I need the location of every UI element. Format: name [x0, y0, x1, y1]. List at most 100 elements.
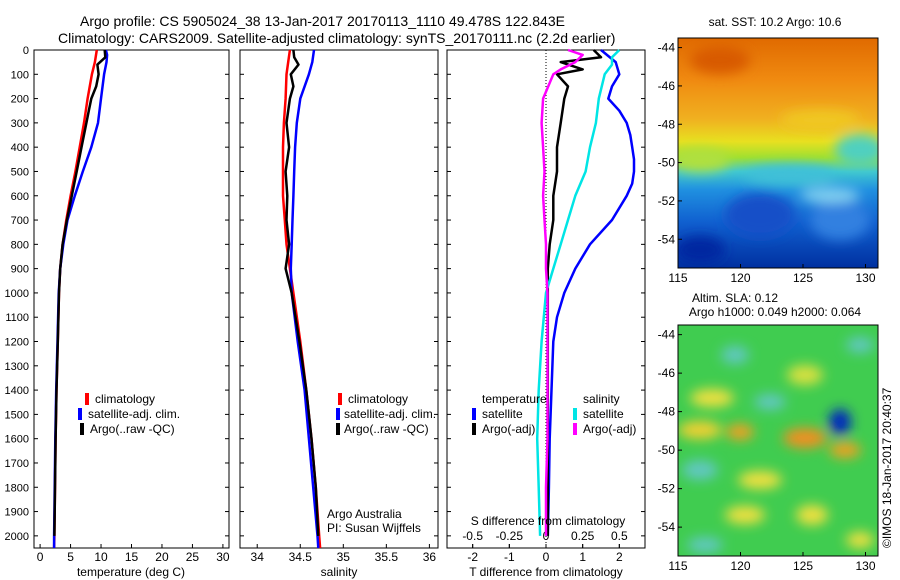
legend-title-temperature: temperature [482, 392, 547, 406]
legend-swatch-satellite-adj [78, 408, 82, 420]
depth-tick-label: 1500 [5, 409, 29, 421]
depth-tick-label: 700 [11, 215, 29, 227]
sla-map-frame [677, 324, 879, 557]
series-line-temperature-argo-adj- [546, 49, 603, 536]
legend-label-argo: Argo(..raw -QC) [90, 422, 175, 436]
x-tick-label: 36 [423, 550, 437, 564]
map-y-tick-label: -50 [658, 443, 676, 457]
x-tick-label: 34.5 [289, 550, 313, 564]
sst-map-frame [677, 37, 879, 269]
series-line-climatology [52, 49, 99, 549]
sst-map-title: sat. SST: 10.2 Argo: 10.6 [709, 15, 842, 29]
legend-swatch-climatology-2 [338, 393, 342, 405]
difference-series [535, 48, 636, 548]
sla-map-title-1: Altim. SLA: 0.12 [692, 291, 778, 305]
title-line-2: Climatology: CARS2009. Satellite-adjuste… [58, 30, 615, 46]
sst-map: sat. SST: 10.2 Argo: 10.6 115 120 125 130 -4… [658, 15, 879, 285]
temperature-series [52, 49, 109, 549]
temperature-x-label: temperature (deg C) [77, 565, 185, 579]
legend-swatch-argo [80, 423, 84, 435]
map-x-tick-label: 120 [730, 271, 750, 285]
legend-title-salinity: salinity [583, 392, 620, 406]
map-x-tick-label: 125 [793, 271, 813, 285]
legend-label-satellite-adj-2: satellite-adj. clim. [344, 407, 436, 421]
temperature-panel: 0100200300400500600700800900100011001200… [5, 45, 645, 579]
legend-label-argo-2: Argo(..raw -QC) [344, 422, 429, 436]
map-x-tick-label: 130 [855, 271, 875, 285]
depth-tick-label: 900 [11, 264, 29, 276]
x-tick-label: 30 [216, 550, 230, 564]
depth-tick-label: 1100 [5, 312, 29, 324]
sla-map-title-2: Argo h1000: 0.049 h2000: 0.064 [689, 305, 861, 319]
map-y-tick-label: -48 [658, 117, 676, 131]
x-tick-label: 5 [67, 550, 74, 564]
map-x-tick-label: 115 [668, 271, 687, 285]
legend-label-climatology-2: climatology [348, 392, 408, 406]
argo-australia-label: Argo Australia [327, 507, 402, 521]
series-line-salinity-satellite [535, 49, 621, 536]
map-y-tick-label: -52 [658, 482, 676, 496]
depth-tick-label: 1000 [5, 288, 29, 300]
x-tick-label: 1 [579, 550, 586, 564]
depth-tick-label: 1700 [5, 458, 29, 470]
temperature-axes [33, 49, 230, 549]
legend-label-satellite-adj: satellite-adj. clim. [88, 407, 180, 421]
x-tick-label: 35 [337, 550, 351, 564]
difference-x-label: T difference from climatology [469, 565, 623, 579]
sst-field [678, 38, 878, 268]
depth-tick-label: 800 [11, 239, 29, 251]
depth-tick-label: 100 [11, 69, 29, 81]
legend-swatch-t-argo [472, 423, 476, 435]
depth-tick-label: 600 [11, 191, 29, 203]
top-x-tick-label: 0.5 [611, 529, 628, 543]
top-x-tick-label: -0.25 [496, 529, 524, 543]
map-x-tick-label: 130 [855, 559, 875, 573]
map-y-tick-label: -46 [658, 366, 676, 380]
legend-swatch-argo-2 [336, 423, 340, 435]
top-x-tick-label: 0.25 [571, 529, 595, 543]
map-y-tick-label: -44 [658, 328, 676, 342]
salinity-x-axis: 34 34.5 35 35.5 36 [251, 544, 437, 564]
series-line-temperature-satellite [546, 49, 636, 536]
map-y-tick-label: -52 [658, 194, 676, 208]
depth-tick-label: 1200 [5, 337, 29, 349]
salinity-x-label: salinity [321, 565, 358, 579]
legend-swatch-s-satellite [573, 408, 577, 420]
x-tick-label: -1 [504, 550, 515, 564]
depth-tick-label: 400 [11, 142, 29, 154]
series-line-salinity-argo-adj- [540, 48, 584, 536]
series-line-satellite-adj-clim- [289, 49, 320, 549]
map-y-tick-label: -48 [658, 405, 676, 419]
series-line-satellite-adj-clim- [52, 49, 109, 548]
legend-swatch-s-argo [573, 423, 577, 435]
legend-label-s-satellite: satellite [583, 407, 624, 421]
sst-map-axes: 115 120 125 130 -44 -46 -48 -50 -52 -54 [658, 41, 876, 285]
x-tick-label: 10 [94, 550, 108, 564]
map-y-tick-label: -54 [658, 232, 676, 246]
x-tick-label: 25 [186, 550, 200, 564]
title-line-1: Argo profile: CS 5905024_38 13-Jan-2017 … [80, 13, 565, 29]
map-x-tick-label: 120 [730, 559, 750, 573]
series-line-argo-raw-qc- [284, 49, 320, 536]
x-tick-label: 0 [543, 550, 550, 564]
x-tick-label: 20 [155, 550, 169, 564]
legend-label-t-satellite: satellite [482, 407, 523, 421]
depth-tick-label: 1800 [5, 482, 29, 494]
x-tick-label: -2 [467, 550, 478, 564]
salinity-series [281, 49, 322, 549]
map-y-tick-label: -46 [658, 79, 676, 93]
salinity-panel: 34 34.5 35 35.5 36 salinity climatology sate… [239, 49, 439, 579]
sla-map: Altim. SLA: 0.12 Argo h1000: 0.049 h2000… [658, 291, 879, 573]
top-x-tick-label: -0.5 [462, 529, 483, 543]
legend-swatch-climatology [85, 393, 89, 405]
depth-tick-label: 1600 [5, 434, 29, 446]
depth-tick-label: 1400 [5, 385, 29, 397]
map-y-tick-label: -44 [658, 41, 676, 55]
depth-tick-label: 0 [23, 45, 29, 57]
difference-legend: temperature salinity satellite Argo(-adj… [472, 392, 636, 436]
depth-tick-label: 300 [11, 118, 29, 130]
x-tick-label: 34 [251, 550, 265, 564]
